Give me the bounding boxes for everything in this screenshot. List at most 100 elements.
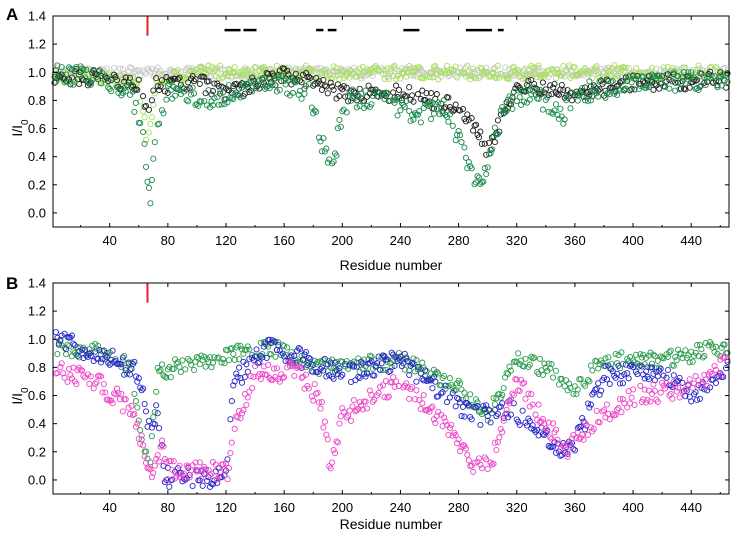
data-point <box>631 387 636 392</box>
x-tick-label: 160 <box>273 500 295 515</box>
data-point <box>257 360 262 365</box>
data-point <box>161 111 166 116</box>
data-point <box>142 115 147 120</box>
data-point <box>440 390 445 395</box>
data-point <box>302 91 307 96</box>
data-point <box>146 185 151 190</box>
data-point <box>594 408 599 413</box>
data-point <box>133 424 138 429</box>
x-tick-label: 360 <box>564 233 586 248</box>
data-point <box>468 392 473 397</box>
data-point <box>318 406 323 411</box>
data-point <box>498 426 503 431</box>
data-point <box>633 66 638 71</box>
data-point <box>244 402 249 407</box>
data-point <box>71 349 76 354</box>
data-point <box>273 354 278 359</box>
data-point <box>363 88 368 93</box>
data-point <box>492 140 497 145</box>
data-point <box>478 462 483 467</box>
data-point <box>638 383 643 388</box>
data-point <box>98 360 103 365</box>
data-point <box>234 371 239 376</box>
data-point <box>197 81 202 86</box>
data-point <box>434 92 439 97</box>
y-tick-label: 1.2 <box>28 37 46 52</box>
data-point <box>245 395 250 400</box>
data-point <box>418 120 423 125</box>
data-point <box>517 422 522 427</box>
data-point <box>494 447 499 452</box>
data-point <box>239 380 244 385</box>
data-point <box>141 94 146 99</box>
data-point <box>191 367 196 372</box>
data-point <box>331 87 336 92</box>
data-point <box>683 348 688 353</box>
data-point <box>580 416 585 421</box>
x-tick-label: 120 <box>215 500 237 515</box>
data-point <box>652 354 657 359</box>
data-point <box>164 97 169 102</box>
data-point <box>154 403 159 408</box>
data-point <box>420 360 425 365</box>
data-point <box>170 96 175 101</box>
data-point <box>254 347 259 352</box>
x-tick-label: 400 <box>622 500 644 515</box>
data-point <box>231 351 236 356</box>
data-point <box>292 373 297 378</box>
data-point <box>132 391 137 396</box>
data-point <box>228 450 233 455</box>
data-point <box>551 375 556 380</box>
data-point <box>680 380 685 385</box>
data-point <box>247 389 252 394</box>
data-point <box>415 92 420 97</box>
data-point <box>203 364 208 369</box>
data-point <box>348 418 353 423</box>
y-tick-label: 1.0 <box>28 65 46 80</box>
data-point <box>151 415 156 420</box>
panel-letter: A <box>6 5 18 24</box>
data-point <box>446 119 451 124</box>
data-point <box>203 91 208 96</box>
data-point <box>587 79 592 84</box>
data-point <box>674 358 679 363</box>
data-point <box>428 117 433 122</box>
data-point <box>607 381 612 386</box>
x-tick-label: 40 <box>102 233 116 248</box>
data-point <box>148 121 153 126</box>
data-point <box>665 367 670 372</box>
data-point <box>466 458 471 463</box>
data-point <box>677 395 682 400</box>
data-point <box>149 177 154 182</box>
x-tick-label: 400 <box>622 233 644 248</box>
panel-A: A40 80 120 160 200 240 280 320 360 400 4400.00.20.… <box>6 5 730 273</box>
data-point <box>266 362 271 367</box>
data-point <box>141 129 146 134</box>
data-point <box>549 436 554 441</box>
data-point <box>337 421 342 426</box>
data-point <box>324 84 329 89</box>
y-tick-label: 1.0 <box>28 332 46 347</box>
data-point <box>152 140 157 145</box>
data-point <box>299 96 304 101</box>
data-point <box>644 369 649 374</box>
data-point <box>132 109 137 114</box>
data-point <box>350 404 355 409</box>
y-tick-label: 1.2 <box>28 304 46 319</box>
data-point <box>702 354 707 359</box>
data-point <box>120 409 125 414</box>
x-tick-label: 280 <box>448 500 470 515</box>
y-tick-label: 0.4 <box>28 149 46 164</box>
data-point <box>510 391 515 396</box>
data-point <box>521 380 526 385</box>
data-point <box>173 93 178 98</box>
y-tick-label: 0.4 <box>28 416 46 431</box>
data-point <box>607 417 612 422</box>
data-point <box>450 123 455 128</box>
data-point <box>87 381 92 386</box>
data-point <box>407 396 412 401</box>
data-point <box>587 379 592 384</box>
data-point <box>497 435 502 440</box>
data-point <box>357 86 362 91</box>
data-point <box>133 399 138 404</box>
